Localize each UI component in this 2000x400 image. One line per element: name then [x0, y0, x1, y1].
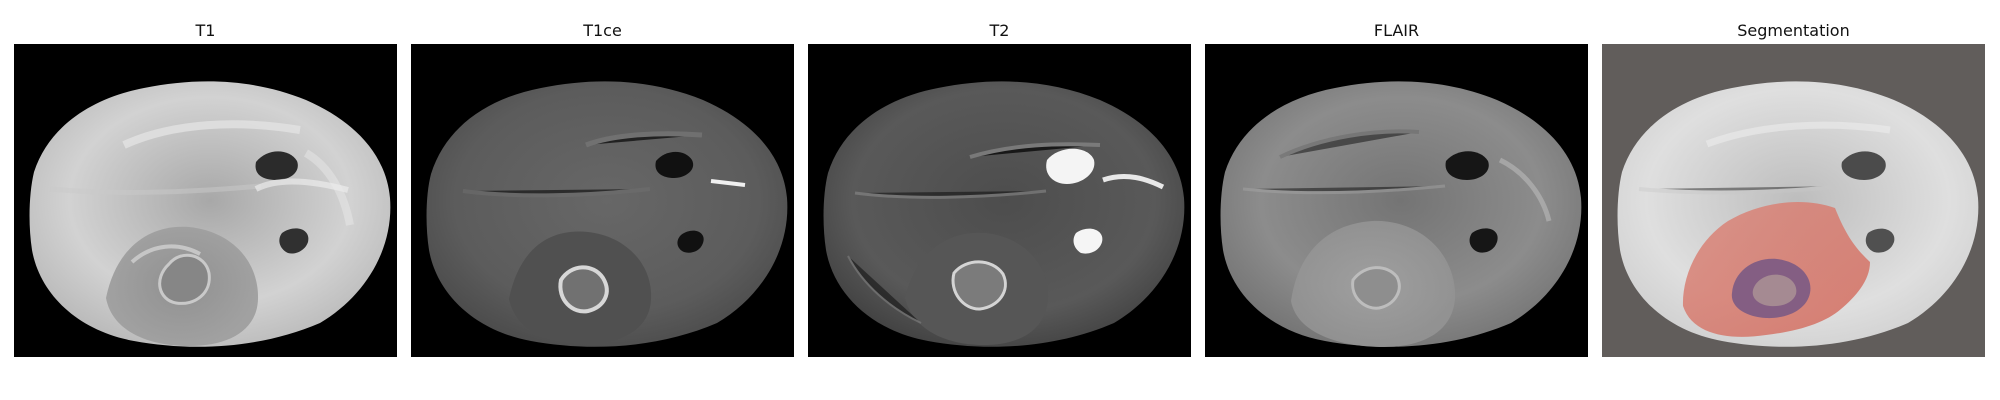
panel-title-t2: T2: [989, 21, 1010, 40]
segmentation-image: [1602, 44, 1985, 357]
panel-title-segmentation: Segmentation: [1737, 21, 1850, 40]
flair-image: [1205, 44, 1588, 357]
panel-title-flair: FLAIR: [1373, 21, 1420, 40]
panel-title-t1ce: T1ce: [583, 21, 622, 40]
t2-image: [808, 44, 1191, 357]
t1ce-image: [411, 44, 794, 357]
panel-title-t1: T1: [195, 21, 216, 40]
t1-image: [14, 44, 397, 357]
